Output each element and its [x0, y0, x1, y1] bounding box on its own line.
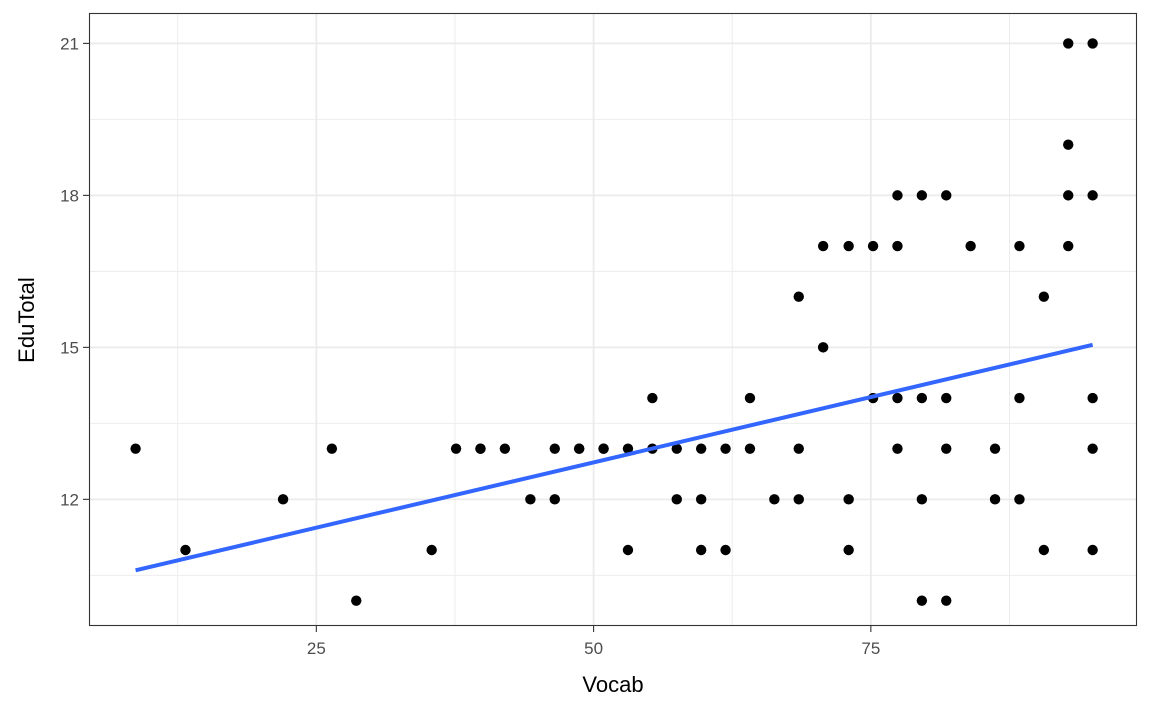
data-point [769, 494, 780, 505]
data-point [671, 443, 682, 454]
data-point [1038, 544, 1050, 556]
data-point [351, 595, 362, 606]
data-point [426, 544, 437, 556]
x-axis-title: Vocab [582, 672, 643, 697]
data-point [1063, 38, 1074, 49]
data-points [130, 38, 1098, 606]
data-point [916, 190, 928, 201]
data-point [892, 190, 903, 201]
x-axis: 25 50 75 [307, 626, 880, 658]
data-point [843, 494, 854, 505]
data-point [817, 240, 829, 252]
data-point [1038, 291, 1050, 302]
data-point [843, 240, 854, 252]
data-point [941, 392, 952, 404]
data-point [475, 443, 486, 454]
data-point [622, 443, 634, 454]
major-gridlines [89, 13, 1137, 626]
x-tick-label: 50 [584, 639, 603, 658]
y-tick-label: 18 [60, 186, 79, 205]
data-point [450, 443, 462, 454]
data-point [130, 443, 141, 454]
y-tick-label: 15 [60, 338, 79, 357]
data-point [326, 443, 338, 454]
data-point [744, 443, 756, 454]
data-point [647, 392, 658, 404]
data-point [843, 544, 854, 556]
data-point [892, 443, 903, 454]
data-point [989, 443, 1001, 454]
data-point [1063, 190, 1074, 201]
data-point [622, 544, 634, 556]
data-point [1087, 443, 1098, 454]
data-point [1063, 240, 1074, 252]
data-point [793, 291, 804, 302]
data-point [989, 494, 1001, 505]
data-point [573, 443, 585, 454]
data-point [180, 544, 191, 556]
data-point [695, 544, 707, 556]
data-point [916, 595, 928, 606]
data-point [598, 443, 609, 454]
data-point [916, 392, 928, 404]
minor-gridlines [89, 13, 1137, 626]
data-point [1014, 392, 1025, 404]
panel-background [89, 13, 1137, 626]
data-point [1014, 494, 1025, 505]
data-point [1087, 190, 1098, 201]
data-point [793, 494, 804, 505]
data-point [549, 443, 560, 454]
x-tick-label: 25 [307, 639, 326, 658]
data-point [916, 494, 928, 505]
data-point [277, 494, 289, 505]
data-point [695, 494, 707, 505]
data-point [892, 392, 903, 404]
data-point [1087, 392, 1098, 404]
y-tick-label: 12 [60, 490, 79, 509]
y-axis: 12 15 18 21 [60, 34, 89, 509]
data-point [720, 544, 731, 556]
data-point [1014, 240, 1025, 252]
data-point [817, 342, 829, 353]
data-point [744, 392, 756, 404]
data-point [892, 240, 903, 252]
x-tick-label: 75 [861, 639, 880, 658]
data-point [867, 240, 879, 252]
data-point [1063, 139, 1074, 150]
data-point [941, 443, 952, 454]
data-point [941, 190, 952, 201]
data-point [549, 494, 560, 505]
y-axis-title: EduTotal [14, 277, 39, 363]
data-point [671, 494, 682, 505]
data-point [499, 443, 511, 454]
data-point [793, 443, 804, 454]
data-point [941, 595, 952, 606]
data-point [1087, 544, 1098, 556]
trend-line-group [135, 342, 1094, 573]
data-point [525, 494, 536, 505]
data-point [965, 240, 976, 252]
trend-line [135, 342, 1094, 573]
data-point [1087, 38, 1098, 49]
data-point [720, 443, 731, 454]
y-tick-label: 21 [60, 34, 79, 53]
panel-border [88, 12, 1138, 627]
data-point [695, 443, 707, 454]
